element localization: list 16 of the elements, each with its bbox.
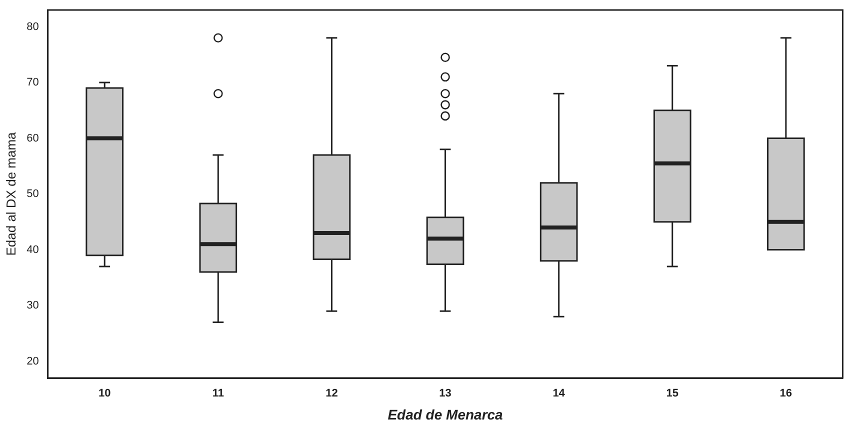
x-tick-label: 10 [98, 388, 111, 400]
x-tick-label: 15 [666, 388, 678, 400]
x-tick-label: 16 [780, 388, 792, 400]
x-axis-title: Edad de Menarca [388, 406, 504, 422]
x-tick-label: 12 [326, 388, 338, 400]
y-axis-title: Edad al DX de mama [3, 131, 18, 256]
x-tick-label: 11 [212, 388, 224, 400]
y-tick-label: 80 [26, 20, 39, 33]
y-tick-label: 40 [26, 244, 39, 256]
y-tick-label: 50 [26, 188, 39, 200]
y-tick-label: 70 [26, 76, 39, 89]
x-tick-label: 13 [439, 388, 452, 400]
y-tick-label: 30 [26, 300, 39, 312]
x-tick-label: 14 [552, 388, 566, 400]
y-tick-label: 20 [26, 355, 39, 368]
y-tick-label: 60 [26, 132, 39, 144]
